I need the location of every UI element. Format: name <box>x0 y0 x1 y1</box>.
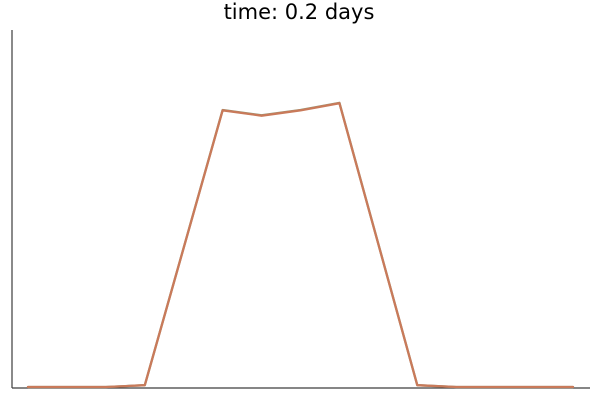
series-layer <box>26 101 575 389</box>
series-1-line <box>26 102 575 389</box>
series-2-line <box>26 101 575 389</box>
chart-title: time: 0.2 days <box>224 0 375 24</box>
